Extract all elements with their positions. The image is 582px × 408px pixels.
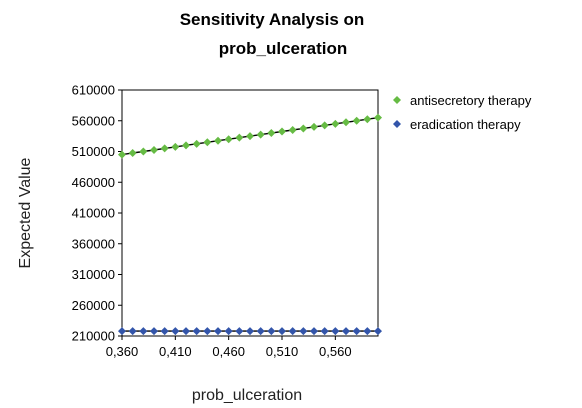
series-0-point bbox=[320, 121, 329, 130]
series-1-point bbox=[374, 327, 382, 336]
series-0-point bbox=[171, 142, 180, 151]
series-0-point bbox=[310, 122, 318, 131]
x-tick-label: 0,560 bbox=[319, 344, 352, 359]
y-tick-label: 560000 bbox=[72, 113, 115, 128]
series-0-point bbox=[139, 147, 148, 156]
series-0-point bbox=[299, 124, 308, 133]
y-tick-label: 610000 bbox=[72, 83, 115, 98]
y-tick-label: 260000 bbox=[72, 298, 115, 313]
y-tick-label: 310000 bbox=[72, 267, 115, 282]
legend-label-eradication: eradication therapy bbox=[410, 117, 521, 132]
series-0-point bbox=[128, 149, 137, 158]
y-tick-label: 210000 bbox=[72, 329, 115, 344]
series-0-point bbox=[160, 144, 169, 153]
series-0-point bbox=[342, 118, 350, 127]
series-0-point bbox=[331, 119, 340, 128]
series-0-point bbox=[203, 138, 212, 147]
series-0-point bbox=[118, 150, 126, 159]
legend-label-antisecretory: antisecretory therapy bbox=[410, 93, 532, 108]
series-1-point bbox=[235, 327, 244, 336]
series-0-point bbox=[267, 129, 276, 138]
series-1-point bbox=[224, 327, 233, 336]
series-1-point bbox=[128, 327, 137, 336]
series-1-point bbox=[288, 327, 297, 336]
series-1-point bbox=[352, 327, 361, 336]
series-1-point bbox=[203, 327, 212, 336]
series-0-point bbox=[363, 115, 372, 124]
x-tick-label: 0,360 bbox=[106, 344, 139, 359]
x-tick-label: 0,410 bbox=[159, 344, 192, 359]
series-1-point bbox=[214, 327, 222, 336]
series-1-point bbox=[192, 327, 201, 336]
legend-marker-antisecretory bbox=[393, 96, 401, 104]
y-tick-label: 460000 bbox=[72, 175, 115, 190]
y-axis-title: Expected Value bbox=[17, 157, 34, 268]
series-1-point bbox=[278, 327, 286, 336]
series-0-point bbox=[235, 133, 244, 142]
series-0-point bbox=[256, 130, 265, 139]
x-axis-title: prob_ulceration bbox=[192, 387, 302, 404]
x-tick-label: 0,460 bbox=[212, 344, 245, 359]
series-1-point bbox=[246, 327, 254, 336]
series-1-point bbox=[310, 327, 318, 336]
legend-marker-eradication bbox=[393, 120, 401, 128]
series-1-point bbox=[160, 327, 169, 336]
y-tick-label: 360000 bbox=[72, 236, 115, 251]
series-0-point bbox=[150, 145, 158, 154]
series-0-point bbox=[192, 139, 201, 148]
y-tick-label: 410000 bbox=[72, 206, 115, 221]
series-1-point bbox=[150, 327, 158, 336]
series-0-point bbox=[214, 136, 222, 145]
series-0-point bbox=[278, 127, 286, 136]
series-1-point bbox=[363, 327, 372, 336]
plot-area bbox=[121, 89, 379, 337]
series-1-point bbox=[171, 327, 180, 336]
y-tick-label: 510000 bbox=[72, 144, 115, 159]
series-0-point bbox=[352, 116, 361, 125]
series-layer bbox=[118, 113, 382, 336]
series-0-point bbox=[246, 132, 254, 141]
series-1-point bbox=[256, 327, 265, 336]
series-0-point bbox=[182, 141, 190, 150]
y-axis: 610000 560000 510000 460000 410000 360000 3100… bbox=[72, 83, 122, 344]
series-1-point bbox=[182, 327, 190, 336]
series-1-point bbox=[299, 327, 308, 336]
x-axis: 0,360 0,410 0,460 0,510 0,560 bbox=[106, 336, 352, 359]
series-0-point bbox=[374, 113, 382, 122]
series-0-point bbox=[288, 125, 297, 134]
series-1-point bbox=[267, 327, 276, 336]
series-1-point bbox=[139, 327, 148, 336]
chart-title-line-2: prob_ulceration bbox=[219, 39, 347, 58]
series-0-point bbox=[224, 135, 233, 144]
series-1-point bbox=[320, 327, 329, 336]
series-1-point bbox=[118, 327, 126, 336]
x-tick-label: 0,510 bbox=[266, 344, 299, 359]
series-1-point bbox=[331, 327, 340, 336]
legend: antisecretory therapy eradication therap… bbox=[393, 93, 532, 132]
series-1-point bbox=[342, 327, 350, 336]
chart-title-line-1: Sensitivity Analysis on bbox=[180, 10, 365, 29]
